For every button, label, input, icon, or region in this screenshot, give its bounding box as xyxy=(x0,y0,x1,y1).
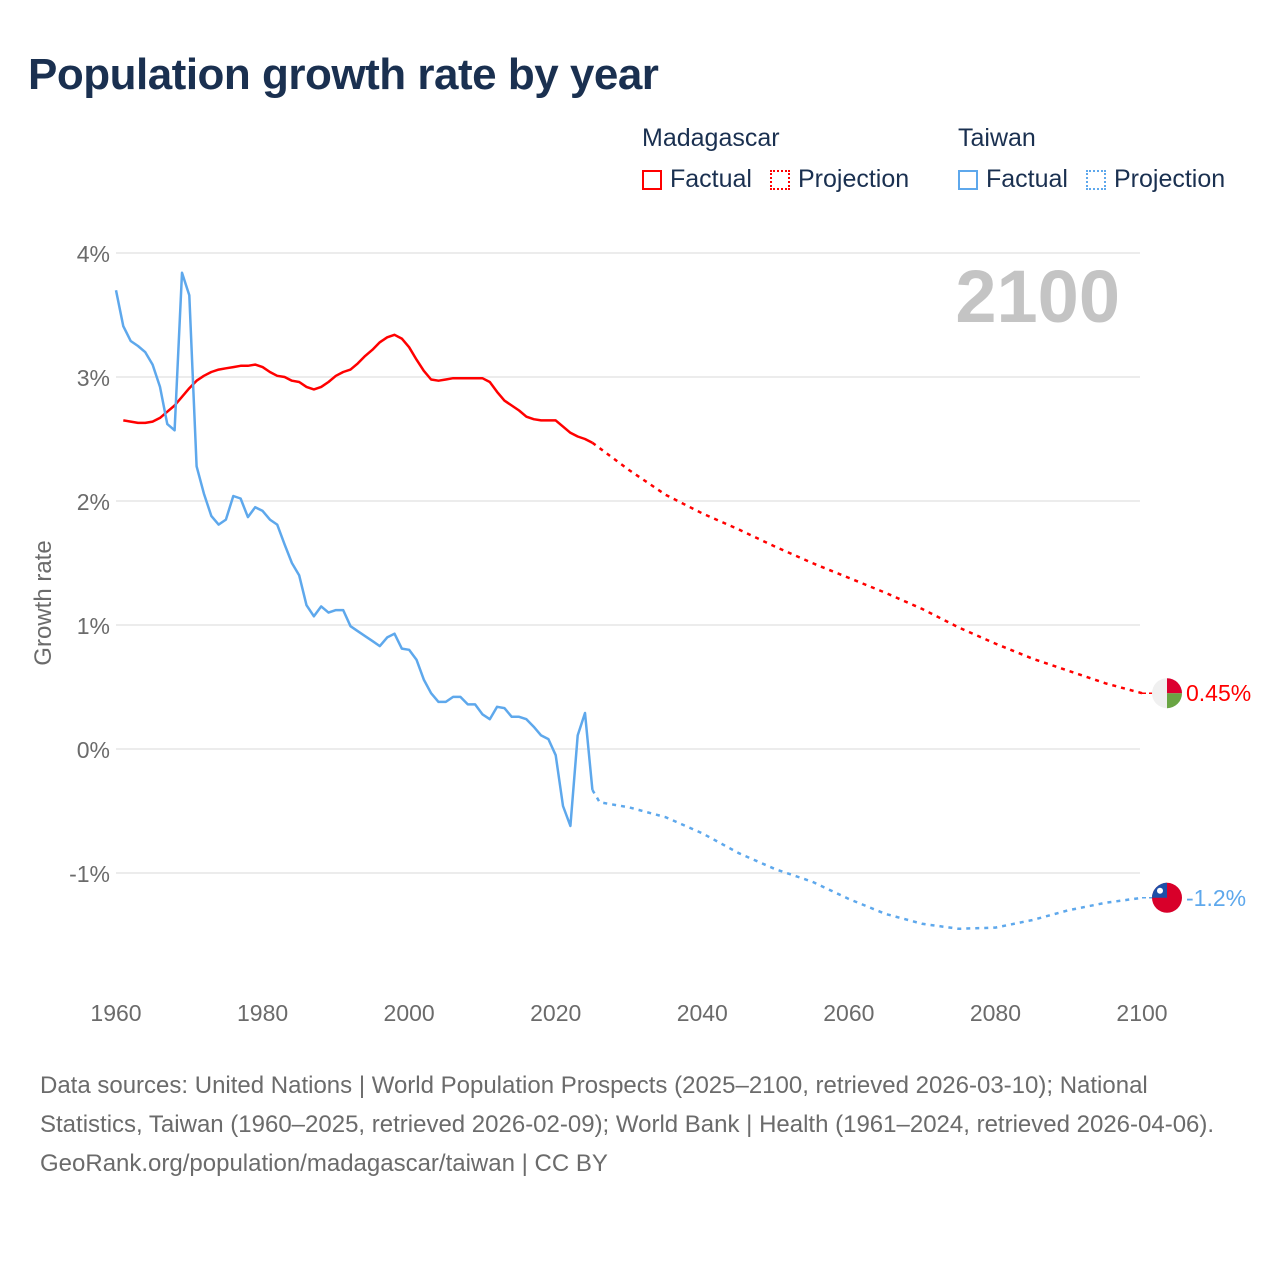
y-tick-label: 0% xyxy=(77,737,110,763)
legend-label: Projection xyxy=(797,165,910,193)
y-axis-label: Growth rate xyxy=(30,540,57,665)
legend-group-taiwan: Taiwan Factual Projection xyxy=(958,124,1243,194)
legend-item-taiwan-projection[interactable]: Projection xyxy=(1085,165,1226,194)
taiwan-projection-line xyxy=(591,789,1143,931)
credit-link[interactable]: GeoRank.org/population/madagascar/taiwan… xyxy=(40,1150,608,1177)
y-tick-label: 4% xyxy=(77,241,110,267)
flag-green xyxy=(1167,693,1182,709)
legend-swatch-dotted xyxy=(1085,169,1106,190)
legend-item-madagascar-projection[interactable]: Projection xyxy=(769,165,910,194)
x-tick-label: 2080 xyxy=(970,1000,1021,1026)
flag-sun xyxy=(1157,887,1163,894)
legend-label: Factual xyxy=(670,165,752,193)
y-tick-label: 2% xyxy=(77,489,110,515)
legend-group-name: Madagascar xyxy=(642,124,780,152)
legend-group-name: Taiwan xyxy=(958,124,1036,152)
x-tick-label: 2060 xyxy=(823,1000,874,1026)
chart-title: Population growth rate by year xyxy=(28,50,659,99)
taiwan-factual-line xyxy=(114,271,594,828)
x-tick-label: 2000 xyxy=(384,1000,435,1026)
madagascar-factual-line xyxy=(123,333,593,444)
x-tick-label: 2040 xyxy=(677,1000,728,1026)
legend-item-taiwan-factual[interactable]: Factual xyxy=(958,165,1068,194)
legend-swatch-solid xyxy=(958,169,978,190)
legend-group-madagascar: Madagascar Factual Projection xyxy=(642,124,927,194)
x-tick-label: 2100 xyxy=(1116,1000,1167,1026)
data-sources: Data sources: United Nations | World Pop… xyxy=(40,1072,1215,1138)
madagascar-end-label: 0.45% xyxy=(1186,680,1251,706)
madagascar-flag-icon xyxy=(1152,678,1182,709)
y-tick-label: -1% xyxy=(69,861,110,887)
taiwan-end-label: -1.2% xyxy=(1186,885,1246,911)
y-tick-label: 1% xyxy=(77,613,110,639)
legend-swatch-dotted xyxy=(769,169,790,190)
y-tick-label: 3% xyxy=(77,365,110,391)
year-watermark: 2100 xyxy=(955,255,1120,338)
x-tick-label: 1960 xyxy=(90,1000,141,1026)
x-tick-label: 1980 xyxy=(237,1000,288,1026)
flag-red xyxy=(1167,678,1182,694)
madagascar-projection-line xyxy=(591,441,1143,695)
legend-item-madagascar-factual[interactable]: Factual xyxy=(642,165,752,194)
legend-label: Projection xyxy=(1113,165,1226,193)
legend-label: Factual xyxy=(986,165,1068,193)
taiwan-flag-icon xyxy=(1152,882,1182,913)
legend-swatch-solid xyxy=(642,169,662,190)
footer: Data sources: United Nations | World Pop… xyxy=(40,1066,1250,1183)
x-tick-label: 2020 xyxy=(530,1000,581,1026)
